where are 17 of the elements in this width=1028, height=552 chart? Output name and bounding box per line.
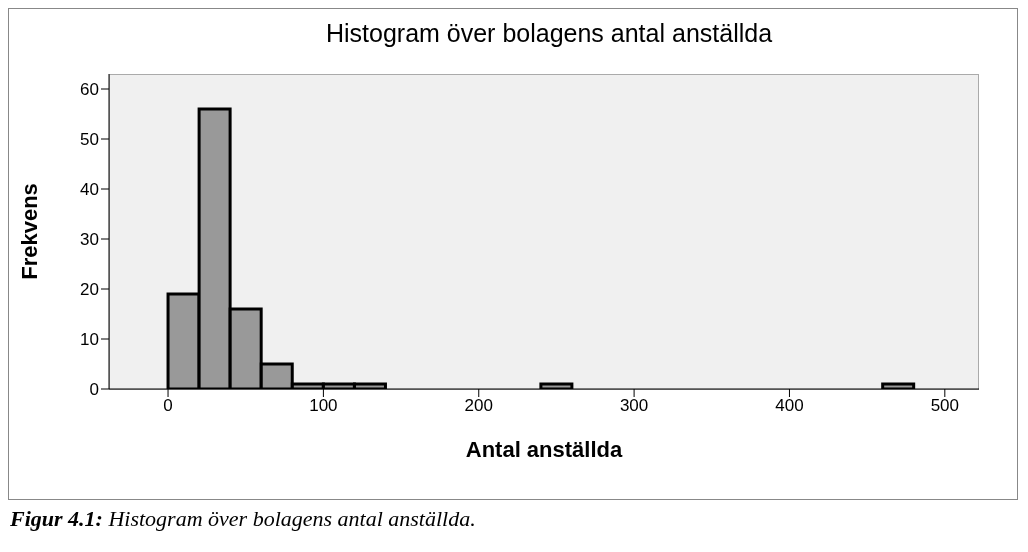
x-axis-title: Antal anställda [465, 437, 623, 462]
x-tick-label: 100 [309, 396, 338, 416]
x-tick-label: 0 [163, 396, 173, 416]
y-tick-label: 50 [80, 130, 99, 150]
y-tick-label: 60 [80, 80, 99, 100]
y-tick-label: 30 [80, 230, 99, 250]
x-tick-label: 300 [619, 396, 649, 416]
y-tick-label: 0 [89, 380, 99, 400]
y-tick-label: 20 [80, 280, 99, 300]
y-tick-label: 10 [80, 330, 99, 350]
x-tick-label: 200 [464, 396, 493, 416]
x-tick-label: 400 [775, 396, 804, 416]
x-tick-label: 500 [930, 396, 960, 416]
y-tick-label: 40 [80, 180, 99, 200]
chart-title: Histogram över bolagens antal anställda [324, 19, 774, 48]
y-axis-title: Frekvens [16, 183, 42, 280]
text: Figur 4.1: Histogram över bolagens antal anställda. [10, 506, 477, 532]
